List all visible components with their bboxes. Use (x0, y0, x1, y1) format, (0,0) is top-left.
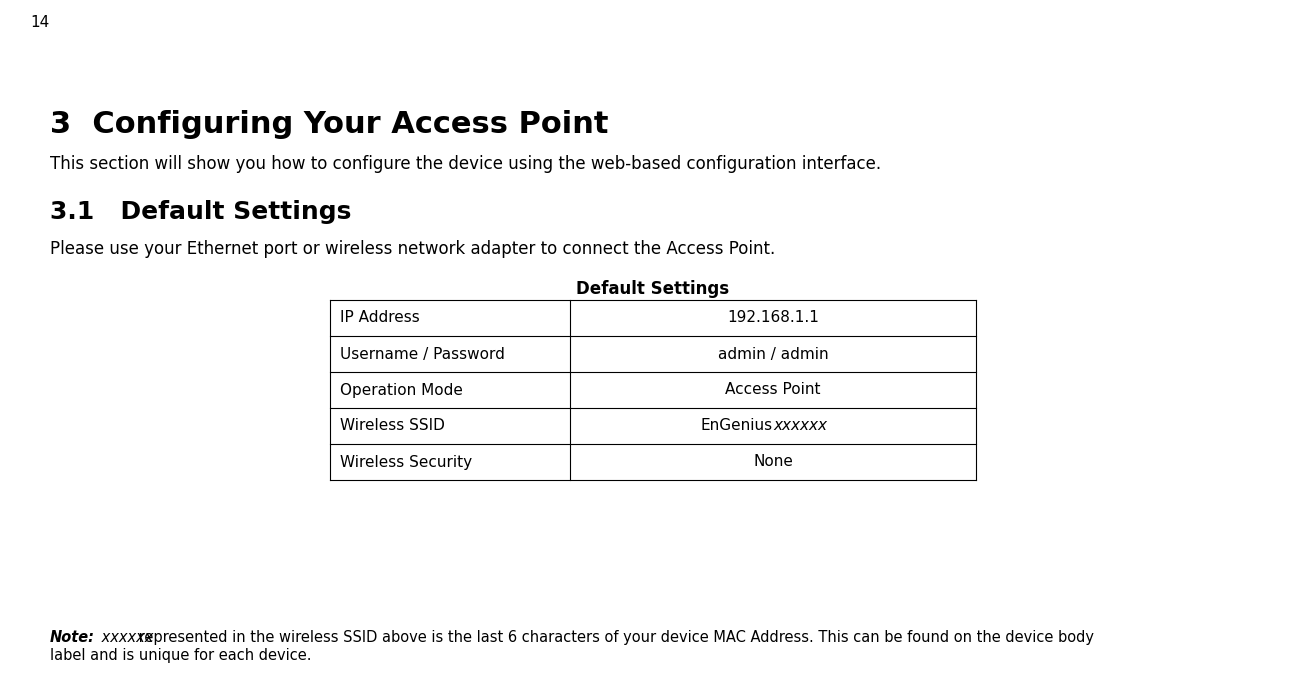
Text: 192.168.1.1: 192.168.1.1 (727, 311, 819, 326)
Text: xxxxxx: xxxxxx (97, 630, 153, 645)
Text: Note:: Note: (50, 630, 95, 645)
Text: IP Address: IP Address (340, 311, 419, 326)
Text: EnGenius: EnGenius (701, 418, 773, 433)
Text: Default Settings: Default Settings (576, 280, 730, 298)
Text: Access Point: Access Point (725, 383, 820, 398)
Text: This section will show you how to configure the device using the web-based confi: This section will show you how to config… (50, 155, 882, 173)
Text: label and is unique for each device.: label and is unique for each device. (50, 648, 312, 663)
Text: Please use your Ethernet port or wireless network adapter to connect the Access : Please use your Ethernet port or wireles… (50, 240, 776, 258)
Text: Operation Mode: Operation Mode (340, 383, 462, 398)
Text: 14: 14 (30, 15, 50, 30)
Text: Wireless SSID: Wireless SSID (340, 418, 445, 433)
Text: 3.1   Default Settings: 3.1 Default Settings (50, 200, 351, 224)
Text: admin / admin: admin / admin (718, 346, 828, 361)
Text: xxxxxx: xxxxxx (773, 418, 827, 433)
Text: None: None (754, 455, 793, 469)
Text: 3  Configuring Your Access Point: 3 Configuring Your Access Point (50, 110, 609, 139)
Text: Username / Password: Username / Password (340, 346, 505, 361)
Text: Wireless Security: Wireless Security (340, 455, 473, 469)
Text: represented in the wireless SSID above is the last 6 characters of your device M: represented in the wireless SSID above i… (135, 630, 1094, 645)
